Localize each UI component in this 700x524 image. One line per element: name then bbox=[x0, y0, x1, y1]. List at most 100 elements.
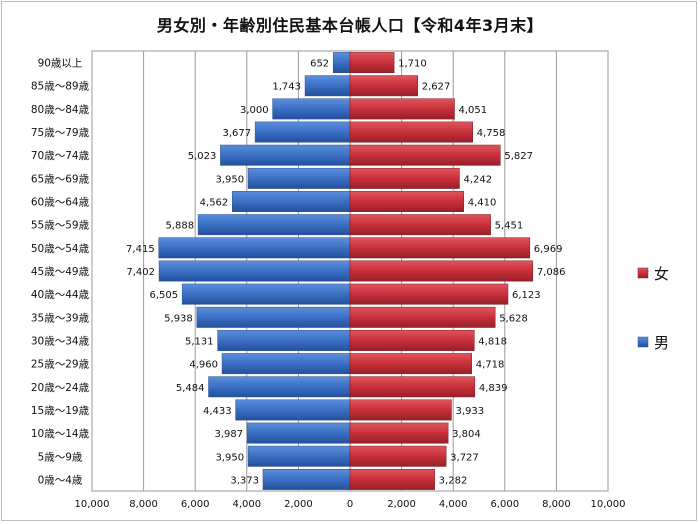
category-label: 60歳～64歳 bbox=[31, 197, 90, 209]
data-label-female: 4,758 bbox=[477, 128, 506, 139]
data-label-female: 2,627 bbox=[422, 82, 451, 93]
bar-male bbox=[181, 283, 351, 305]
category-label: 45歳～49歳 bbox=[31, 266, 90, 278]
category-label: 50歳～54歳 bbox=[31, 243, 90, 255]
bar-female bbox=[349, 376, 476, 398]
data-label-female: 4,839 bbox=[479, 383, 508, 394]
bar-male bbox=[221, 353, 351, 375]
bar-female bbox=[349, 330, 475, 351]
x-tick-label: 0 bbox=[347, 499, 353, 510]
bar-female bbox=[349, 422, 449, 444]
bar-male bbox=[247, 445, 351, 467]
data-label-female: 4,718 bbox=[476, 360, 505, 371]
x-tick-label: 4,000 bbox=[232, 499, 261, 510]
bar-female bbox=[349, 121, 474, 143]
plot-area bbox=[91, 50, 609, 492]
data-label-female: 3,282 bbox=[439, 475, 468, 486]
data-label-female: 3,933 bbox=[455, 406, 484, 417]
data-label-female: 4,051 bbox=[459, 105, 488, 116]
bar-male bbox=[158, 237, 351, 259]
bar-female bbox=[349, 214, 491, 236]
data-label-male: 5,023 bbox=[188, 151, 217, 162]
legend-label-male: 男 bbox=[654, 334, 669, 352]
data-label-female: 3,804 bbox=[452, 429, 481, 440]
category-label: 25歳～29歳 bbox=[31, 359, 90, 371]
category-label: 55歳～59歳 bbox=[31, 220, 90, 232]
bar-female bbox=[349, 75, 419, 97]
data-label-male: 4,562 bbox=[200, 198, 229, 209]
category-label: 35歳～39歳 bbox=[31, 312, 90, 324]
chart-title: 男女別・年齢別住民基本台帳人口【令和4年3月末】 bbox=[156, 16, 544, 35]
bar-male bbox=[246, 422, 351, 444]
data-label-male: 3,373 bbox=[230, 475, 259, 486]
x-tick-label: 6,000 bbox=[490, 499, 519, 510]
bar-male bbox=[235, 399, 351, 421]
data-label-male: 652 bbox=[310, 59, 329, 70]
bar-female bbox=[349, 283, 509, 305]
x-tick-label: 10,000 bbox=[591, 499, 626, 510]
bar-male bbox=[220, 144, 351, 166]
category-label: 0歳～4歳 bbox=[38, 474, 83, 486]
x-tick-label: 10,000 bbox=[75, 499, 110, 510]
bar-female bbox=[349, 306, 496, 328]
data-label-male: 5,888 bbox=[165, 221, 194, 232]
data-label-male: 4,960 bbox=[189, 360, 218, 371]
x-tick-label: 6,000 bbox=[181, 499, 210, 510]
bar-male bbox=[262, 468, 351, 490]
category-label: 10歳～14歳 bbox=[31, 428, 90, 440]
data-label-male: 7,402 bbox=[126, 267, 155, 278]
x-tick-label: 2,000 bbox=[387, 499, 416, 510]
bar-male bbox=[304, 75, 351, 97]
data-label-female: 5,628 bbox=[499, 313, 528, 324]
x-tick-label: 2,000 bbox=[284, 499, 313, 510]
bar-male bbox=[247, 167, 351, 189]
category-label: 80歳～84歳 bbox=[31, 104, 90, 116]
category-label: 20歳～24歳 bbox=[31, 382, 90, 394]
bar-male bbox=[232, 191, 351, 212]
bar-female bbox=[349, 52, 395, 74]
bar-male bbox=[272, 98, 351, 120]
legend-label-female: 女 bbox=[654, 265, 669, 283]
bar-female bbox=[349, 353, 472, 375]
bar-female bbox=[349, 167, 460, 189]
data-label-female: 4,410 bbox=[468, 198, 497, 209]
data-label-female: 5,451 bbox=[495, 221, 524, 232]
category-label: 90歳以上 bbox=[38, 58, 83, 70]
data-label-male: 3,950 bbox=[215, 452, 244, 463]
bar-female bbox=[349, 468, 435, 490]
category-label: 30歳～34歳 bbox=[31, 335, 90, 347]
data-label-male: 4,433 bbox=[203, 406, 232, 417]
bar-male bbox=[332, 52, 351, 74]
category-label: 75歳～79歳 bbox=[31, 127, 90, 139]
x-tick-label: 8,000 bbox=[129, 499, 158, 510]
x-tick-label: 4,000 bbox=[439, 499, 468, 510]
data-label-female: 3,727 bbox=[450, 452, 479, 463]
bar-male bbox=[217, 330, 351, 351]
data-label-female: 6,969 bbox=[534, 244, 563, 255]
category-label: 5歳～9歳 bbox=[38, 451, 83, 463]
data-label-male: 3,677 bbox=[222, 128, 251, 139]
data-label-male: 3,950 bbox=[215, 174, 244, 185]
x-tick-label: 8,000 bbox=[542, 499, 571, 510]
bar-female bbox=[349, 445, 447, 467]
bar-male bbox=[254, 121, 351, 143]
data-label-female: 4,818 bbox=[478, 336, 507, 347]
bar-female bbox=[349, 260, 534, 282]
data-label-male: 3,987 bbox=[214, 429, 243, 440]
data-label-male: 7,415 bbox=[126, 244, 155, 255]
data-label-male: 5,484 bbox=[176, 383, 205, 394]
category-label: 40歳～44歳 bbox=[31, 289, 90, 301]
data-label-female: 7,086 bbox=[537, 267, 566, 278]
category-label: 85歳～89歳 bbox=[31, 81, 90, 93]
data-label-male: 1,743 bbox=[272, 82, 301, 93]
bar-male bbox=[158, 260, 351, 282]
data-label-male: 5,131 bbox=[185, 336, 214, 347]
data-label-male: 3,000 bbox=[240, 105, 269, 116]
bar-male bbox=[197, 214, 351, 236]
category-label: 15歳～19歳 bbox=[31, 405, 90, 417]
data-label-female: 5,827 bbox=[504, 151, 533, 162]
data-label-female: 6,123 bbox=[512, 290, 541, 301]
bar-female bbox=[349, 98, 455, 120]
bar-female bbox=[349, 191, 465, 212]
